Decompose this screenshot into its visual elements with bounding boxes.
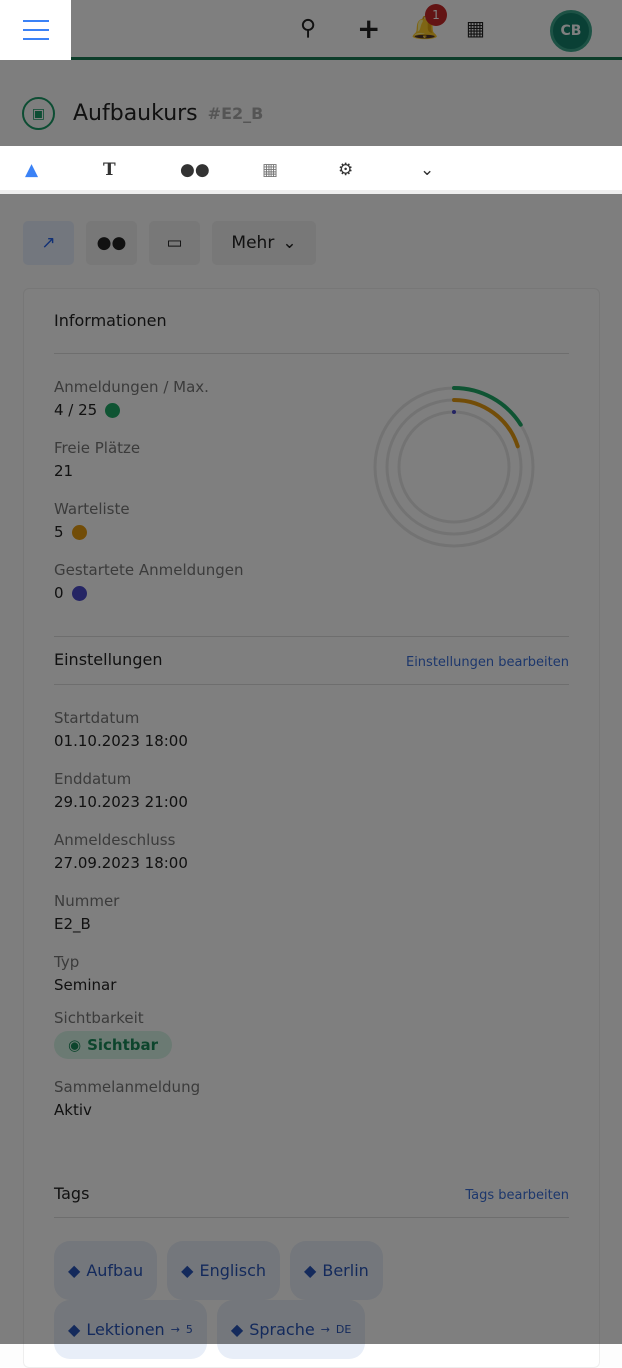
tab-text-icon[interactable]: T — [103, 160, 116, 180]
tab-users-icon[interactable]: ●● — [180, 160, 210, 180]
tab-calendar-icon[interactable]: ▦ — [262, 160, 279, 180]
menu-button[interactable] — [0, 0, 71, 60]
tab-bar: ▲ T ●● ▦ ⚙ ⌄ — [0, 146, 622, 194]
tab-more-chevron-down-icon[interactable]: ⌄ — [420, 160, 435, 180]
tab-gears-icon[interactable]: ⚙ — [338, 160, 354, 180]
tab-overview-chart-area-icon[interactable]: ▲ — [25, 160, 39, 180]
menu-icon-line — [22, 38, 49, 40]
menu-icon — [22, 20, 49, 22]
menu-icon-line — [22, 29, 49, 31]
